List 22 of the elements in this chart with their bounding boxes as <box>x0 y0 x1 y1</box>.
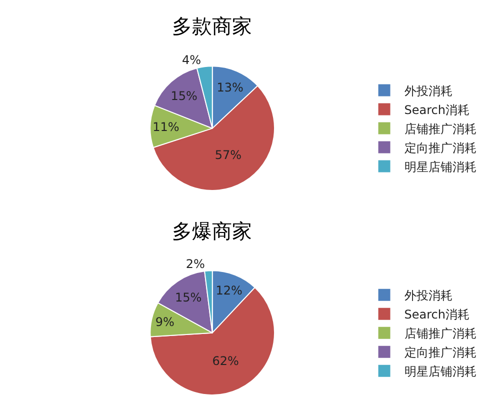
legend-label: 外投消耗 <box>404 84 452 98</box>
data-label: 11% <box>152 120 180 134</box>
data-label: 4% <box>182 52 202 67</box>
legend-label: 外投消耗 <box>404 288 452 302</box>
data-label: 9% <box>155 315 174 330</box>
legend-label: Search消耗 <box>404 102 470 117</box>
data-label: 57% <box>214 148 242 162</box>
legend-label: 店铺推广消耗 <box>404 122 476 136</box>
data-label: 62% <box>212 354 239 368</box>
legend-label: Search消耗 <box>404 307 470 322</box>
data-label: 13% <box>216 80 244 94</box>
legend-label: 明星店铺消耗 <box>404 364 476 378</box>
legend-label: 定向推广消耗 <box>404 140 476 155</box>
chart-title: 多款商家 <box>172 14 252 38</box>
data-label: 15% <box>174 290 202 304</box>
chart-title: 多爆商家 <box>172 219 252 243</box>
data-label: 12% <box>216 284 242 298</box>
data-label: 15% <box>170 89 198 104</box>
legend-label: 定向推广消耗 <box>404 345 476 360</box>
legend-label: 店铺推广消耗 <box>404 326 476 340</box>
legend-label: 明星店铺消耗 <box>404 160 476 174</box>
data-label: 2% <box>186 256 205 271</box>
